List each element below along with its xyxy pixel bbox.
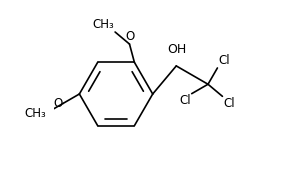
Text: O: O — [53, 97, 62, 110]
Text: Cl: Cl — [180, 94, 191, 107]
Text: CH₃: CH₃ — [93, 18, 115, 31]
Text: O: O — [125, 30, 134, 43]
Text: Cl: Cl — [218, 54, 230, 67]
Text: Cl: Cl — [223, 97, 235, 110]
Text: CH₃: CH₃ — [25, 107, 46, 120]
Text: OH: OH — [167, 42, 186, 56]
